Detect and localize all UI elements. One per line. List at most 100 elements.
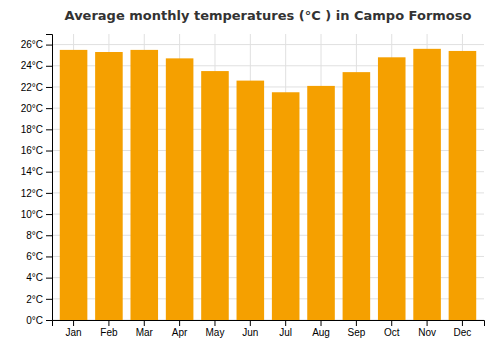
tick-mark [144,320,145,326]
tick: Jan [66,320,82,338]
tick: May [206,320,225,338]
tick-mark [108,320,109,326]
tick-label: 0°C [26,315,43,326]
tick: Feb [100,320,118,338]
tick-label: 10°C [21,209,43,220]
tick-label: Apr [172,327,188,338]
tick-label: Feb [100,327,118,338]
tick-label: 22°C [21,82,43,93]
tick-mark [250,320,251,326]
tick: 12°C [21,188,52,199]
tick-label: 16°C [21,145,43,156]
grid [52,34,484,320]
tick-label: 4°C [26,272,43,283]
tick: Nov [418,320,436,338]
tick: 0°C [26,315,52,326]
axis-line [53,321,485,327]
tick-label: 14°C [21,166,43,177]
tick: 8°C [26,230,52,241]
tick: 10°C [21,209,52,220]
tick: Apr [172,320,188,338]
tick-mark [46,87,52,88]
tick-mark [46,214,52,215]
tick: 6°C [26,251,52,262]
tick-label: Jun [242,327,258,338]
tick: 26°C [21,39,52,50]
y-axis: 0°C 2°C 4°C 6°C 8°C 10°C 12°C 14°C 16°C 18°C 20°C 2… [21,35,53,326]
tick-label: Jul [279,327,292,338]
tick-mark [46,299,52,300]
bar [60,50,88,320]
tick-label: Mar [136,327,154,338]
tick-mark [391,320,392,326]
tick-mark [46,278,52,279]
bars [60,49,476,320]
tick-label: 18°C [21,124,43,135]
tick: 18°C [21,124,52,135]
tick: 4°C [26,272,52,283]
axis-line [46,35,53,321]
chart: Jan Feb Mar Apr May Jun Jul Aug Sep Oct Nov Dec 0°C 2… [0,0,500,350]
x-axis: Jan Feb Mar Apr May Jun Jul Aug Sep Oct Nov Dec [53,320,485,338]
tick: Mar [136,320,154,338]
plot: Jan Feb Mar Apr May Jun Jul Aug Sep Oct Nov Dec 0°C 2… [21,34,485,338]
bar [130,50,158,320]
tick-label: Aug [312,327,330,338]
tick: 22°C [21,82,52,93]
tick-label: Sep [347,327,365,338]
tick-mark [46,129,52,130]
tick-label: Nov [418,327,436,338]
tick-label: 12°C [21,188,43,199]
tick: 14°C [21,166,52,177]
tick-mark [427,320,428,326]
tick: Aug [312,320,330,338]
tick-mark [46,256,52,257]
grid-line [52,44,484,45]
tick-mark [46,66,52,67]
tick-label: Jan [66,327,82,338]
title: Average monthly temperatures (°C ) in Ca… [65,8,472,23]
tick-mark [214,320,215,326]
tick-mark [46,151,52,152]
tick: Dec [454,320,472,338]
tick-mark [179,320,180,326]
bar [413,49,441,320]
bar [272,92,300,320]
tick: Sep [347,320,365,338]
bar [378,57,406,320]
bar [237,81,265,320]
tick-mark [462,320,463,326]
tick-label: 8°C [26,230,43,241]
tick-mark [356,320,357,326]
tick-mark [46,235,52,236]
tick-label: May [206,327,225,338]
tick-label: 26°C [21,39,43,50]
bar [201,71,229,320]
tick-label: Oct [384,327,400,338]
bar [166,58,194,320]
bar [449,51,477,320]
tick-label: 24°C [21,60,43,71]
bar [343,72,371,320]
tick-mark [73,320,74,326]
tick-mark [46,108,52,109]
tick: Jun [242,320,258,338]
tick-mark [46,45,52,46]
tick: 20°C [21,103,52,114]
bar [95,52,123,320]
tick: 2°C [26,294,52,305]
tick-label: 20°C [21,103,43,114]
tick-mark [46,320,52,321]
tick-mark [321,320,322,326]
tick-label: 6°C [26,251,43,262]
tick: Oct [384,320,400,338]
tick: 16°C [21,145,52,156]
tick: Jul [279,320,292,338]
tick-mark [46,172,52,173]
tick-label: Dec [454,327,472,338]
tick-mark [285,320,286,326]
tick-label: 2°C [26,294,43,305]
tick: 24°C [21,60,52,71]
bar [307,86,335,320]
tick-mark [46,193,52,194]
